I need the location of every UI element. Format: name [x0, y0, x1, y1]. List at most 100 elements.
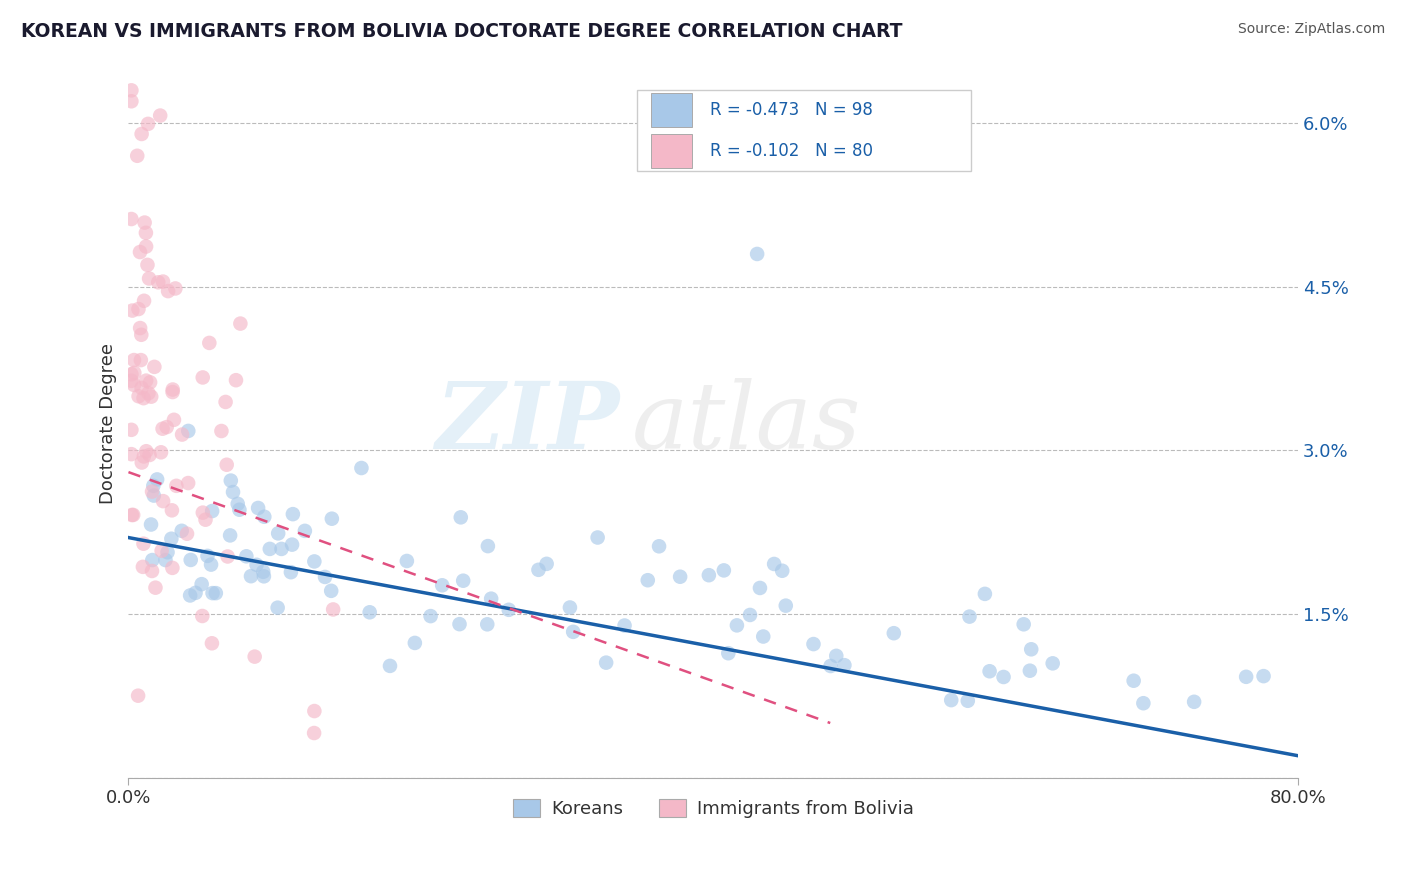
- Point: [141, 484, 163, 499]
- Point: [172, 427, 194, 442]
- Point: [1122, 673, 1144, 688]
- Point: [197, 549, 219, 563]
- Y-axis label: Doctorate Degree: Doctorate Degree: [100, 343, 117, 504]
- Point: [713, 563, 735, 577]
- Point: [294, 524, 316, 538]
- Point: [1182, 695, 1205, 709]
- Point: [1253, 669, 1275, 683]
- Point: [527, 563, 550, 577]
- Point: [498, 603, 520, 617]
- Point: [697, 568, 720, 582]
- Point: [160, 503, 183, 517]
- Point: [139, 517, 162, 532]
- Point: [132, 293, 155, 308]
- Point: [770, 564, 793, 578]
- Point: [252, 565, 274, 579]
- Point: [217, 549, 239, 564]
- Point: [176, 526, 198, 541]
- Point: [432, 578, 454, 592]
- Point: [201, 504, 224, 518]
- Point: [120, 447, 142, 461]
- Point: [613, 618, 636, 632]
- Point: [215, 458, 238, 472]
- Point: [129, 327, 152, 342]
- Point: [477, 617, 499, 632]
- Point: [177, 424, 200, 438]
- Point: [321, 583, 343, 598]
- Point: [477, 539, 499, 553]
- Point: [120, 374, 142, 388]
- Point: [131, 127, 153, 141]
- Point: [120, 423, 142, 437]
- Point: [979, 665, 1001, 679]
- Point: [122, 378, 145, 392]
- Point: [128, 389, 150, 403]
- FancyBboxPatch shape: [651, 93, 692, 128]
- Point: [725, 618, 748, 632]
- Point: [163, 413, 186, 427]
- Legend: Koreans, Immigrants from Bolivia: Koreans, Immigrants from Bolivia: [506, 791, 921, 825]
- Point: [162, 383, 184, 397]
- Point: [226, 497, 249, 511]
- Point: [165, 281, 187, 295]
- Point: [314, 570, 336, 584]
- Point: [160, 532, 183, 546]
- Point: [304, 704, 326, 718]
- Point: [156, 545, 179, 559]
- Point: [451, 574, 474, 588]
- Point: [395, 554, 418, 568]
- Point: [145, 581, 167, 595]
- Point: [669, 570, 692, 584]
- Point: [131, 381, 153, 395]
- Point: [219, 528, 242, 542]
- Point: [129, 353, 152, 368]
- Point: [143, 359, 166, 374]
- Point: [229, 317, 252, 331]
- Point: [190, 577, 212, 591]
- Point: [245, 558, 267, 572]
- Point: [152, 422, 174, 436]
- Text: R = -0.102   N = 80: R = -0.102 N = 80: [710, 142, 873, 160]
- Point: [1012, 617, 1035, 632]
- Point: [129, 245, 152, 260]
- Point: [243, 649, 266, 664]
- Point: [219, 474, 242, 488]
- Point: [165, 479, 187, 493]
- Point: [129, 321, 152, 335]
- Point: [959, 609, 981, 624]
- Point: [132, 391, 155, 405]
- Point: [752, 630, 775, 644]
- Point: [146, 472, 169, 486]
- Point: [240, 569, 263, 583]
- Point: [883, 626, 905, 640]
- Point: [281, 538, 304, 552]
- Point: [253, 569, 276, 583]
- Point: [359, 605, 381, 619]
- Point: [200, 558, 222, 572]
- Point: [152, 494, 174, 508]
- Point: [135, 374, 157, 388]
- Point: [247, 500, 270, 515]
- Point: [270, 541, 292, 556]
- Point: [141, 390, 163, 404]
- Point: [450, 510, 472, 524]
- Point: [222, 485, 245, 500]
- Point: [956, 694, 979, 708]
- Point: [162, 385, 184, 400]
- Point: [205, 586, 228, 600]
- Point: [135, 444, 157, 458]
- Point: [201, 636, 224, 650]
- Point: [775, 599, 797, 613]
- Point: [148, 275, 170, 289]
- Point: [150, 445, 173, 459]
- Point: [184, 586, 207, 600]
- Point: [121, 303, 143, 318]
- Point: [479, 591, 502, 606]
- Point: [155, 553, 177, 567]
- Point: [562, 624, 585, 639]
- Point: [280, 565, 302, 579]
- Point: [138, 271, 160, 285]
- Point: [1132, 696, 1154, 710]
- Point: [135, 226, 157, 240]
- Point: [993, 670, 1015, 684]
